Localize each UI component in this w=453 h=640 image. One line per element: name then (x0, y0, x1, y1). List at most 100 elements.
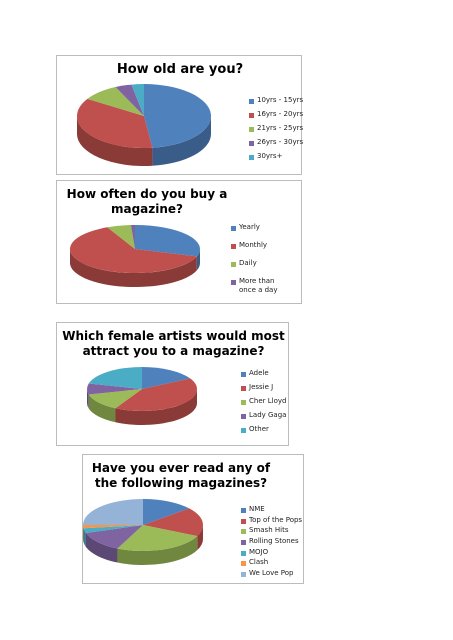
legend-item-clash: Clash (241, 558, 309, 569)
legend-swatch-jessie-j (241, 386, 246, 391)
legend-item-yearly: Yearly (231, 223, 287, 241)
legend-item-we-love-pop: We Love Pop (241, 569, 309, 580)
legend-swatch-cher-lloyd (241, 400, 246, 405)
legend-item-mojo: MOJO (241, 548, 309, 559)
legend-label-21yrs-25yrs: 21yrs - 25yrs (257, 124, 304, 132)
legend-swatch-lady-gaga (241, 414, 246, 419)
age-chart-panel: How old are you? 10yrs - 15yrs 16yrs - 20… (56, 55, 305, 175)
pie-1-slice-more-than-once-a-day (130, 225, 135, 249)
pie-2-slice-other (88, 367, 142, 389)
legend-item-rolling-stones: Rolling Stones (241, 537, 309, 548)
legend-swatch-10yrs-15yrs (249, 99, 254, 104)
pie-1-slice-monthly (70, 227, 197, 273)
legend-item-other: Other (241, 425, 297, 439)
purchase-frequency-pie-chart (70, 225, 200, 287)
legend-label-10yrs-15yrs: 10yrs - 15yrs (257, 96, 304, 104)
pie-0-slice-26yrs-30yrs (115, 84, 144, 116)
legend-label-30yrs: 30yrs+ (257, 152, 283, 160)
legend-swatch-mojo (241, 550, 246, 556)
pie-2-side-lady-gaga (87, 389, 89, 409)
legend-label-jessie-j: Jessie J (249, 383, 274, 391)
legend-item-more-than-once-a-day: More than once a day (231, 277, 287, 296)
legend-label-smash-hits: Smash Hits (249, 526, 289, 535)
pie-2-side-cher-lloyd (88, 394, 116, 423)
legend-label-monthly: Monthly (239, 241, 268, 249)
legend-swatch-yearly (231, 226, 236, 231)
pie-2-slice-jessie-j (115, 378, 197, 411)
legend-label-rolling-stones: Rolling Stones (249, 537, 299, 546)
legend-label-top-of-the-pops: Top of the Pops (249, 515, 303, 524)
pie-3-slice-we-love-pop (83, 499, 143, 525)
legend-swatch-top-of-the-pops (241, 518, 246, 524)
pie-2-slice-cher-lloyd (88, 389, 142, 409)
legend-label-clash: Clash (249, 558, 269, 567)
legend-item-lady-gaga: Lady Gaga (241, 411, 297, 425)
legend-label-we-love-pop: We Love Pop (249, 569, 294, 578)
legend-swatch-rolling-stones (241, 540, 246, 546)
age-pie-chart (76, 84, 212, 166)
legend-item-nme: NME (241, 505, 309, 516)
pie-0-slice-21yrs-25yrs (87, 87, 144, 116)
pie-3-side-rolling-stones (85, 533, 118, 563)
pie-1-side-monthly (70, 249, 197, 287)
pie-3-side-top-of-the-pops (197, 525, 203, 551)
age-chart-title: How old are you? (116, 62, 244, 77)
legend-swatch-26yrs-30yrs (249, 141, 254, 146)
purchase-frequency-chart-title: How often do you buy a magazine? (66, 187, 228, 216)
pie-3-side-mojo (83, 528, 86, 548)
legend-item-16yrs-20yrs: 16yrs - 20yrs (249, 110, 305, 124)
female-artists-chart-legend: Adele Jessie J Cher Lloyd Lady Gaga Other (241, 369, 297, 439)
legend-label-lady-gaga: Lady Gaga (249, 411, 287, 419)
legend-item-smash-hits: Smash Hits (241, 526, 309, 537)
legend-item-cher-lloyd: Cher Lloyd (241, 397, 297, 411)
pie-2-slice-adele (142, 367, 191, 389)
legend-swatch-21yrs-25yrs (249, 127, 254, 132)
legend-label-other: Other (249, 425, 269, 433)
legend-label-cher-lloyd: Cher Lloyd (249, 397, 287, 405)
pie-0-slice-10yrs-15yrs (144, 84, 212, 148)
legend-item-jessie-j: Jessie J (241, 383, 297, 397)
pie-1-slice-yearly (135, 225, 200, 257)
legend-swatch-16yrs-20yrs (249, 113, 254, 118)
legend-swatch-more-than-once-a-day (231, 280, 236, 285)
age-chart-legend: 10yrs - 15yrs 16yrs - 20yrs 21yrs - 25yrs 2… (249, 96, 305, 166)
pie-0-side-10yrs-15yrs (152, 116, 211, 166)
legend-swatch-clash (241, 561, 246, 567)
pie-3-slice-nme (143, 499, 190, 525)
purchase-frequency-chart-legend: Yearly Monthly Daily More than once a day (231, 223, 287, 296)
purchase-frequency-chart-panel: How often do you buy a magazine? Yearly M… (56, 180, 302, 304)
legend-swatch-adele (241, 372, 246, 377)
legend-label-mojo: MOJO (249, 547, 269, 556)
legend-item-21yrs-25yrs: 21yrs - 25yrs (249, 124, 305, 138)
pie-3-slice-smash-hits (117, 525, 198, 551)
legend-label-daily: Daily (239, 259, 257, 267)
legend-item-adele: Adele (241, 369, 297, 383)
female-artists-chart-panel: Which female artists would most attract … (56, 322, 289, 446)
legend-swatch-we-love-pop (241, 572, 246, 578)
legend-swatch-30yrs (249, 155, 254, 160)
pie-3-slice-mojo (83, 525, 143, 534)
legend-swatch-smash-hits (241, 529, 246, 535)
legend-item-top-of-the-pops: Top of the Pops (241, 516, 309, 527)
legend-item-daily: Daily (231, 259, 287, 277)
magazines-read-chart-panel: Have you ever read any of the following … (82, 454, 304, 584)
magazines-read-pie-chart (83, 499, 203, 565)
pie-3-slice-rolling-stones (85, 525, 143, 549)
pie-1-side-yearly (196, 249, 200, 271)
legend-item-10yrs-15yrs: 10yrs - 15yrs (249, 96, 305, 110)
pie-3-slice-clash (83, 525, 143, 529)
pie-2-side-jessie-j (115, 389, 197, 425)
pie-1-slice-daily (107, 225, 135, 249)
legend-item-monthly: Monthly (231, 241, 287, 259)
pie-0-slice-16yrs-20yrs (76, 98, 153, 148)
legend-swatch-nme (241, 508, 246, 513)
legend-swatch-monthly (231, 244, 236, 249)
legend-label-26yrs-30yrs: 26yrs - 30yrs (257, 138, 304, 146)
legend-label-adele: Adele (249, 369, 269, 377)
pie-3-slice-top-of-the-pops (143, 508, 203, 537)
pie-2-slice-lady-gaga (87, 383, 142, 395)
legend-item-30yrs: 30yrs+ (249, 152, 305, 166)
female-artists-chart-title: Which female artists would most attract … (62, 329, 285, 358)
legend-label-more-than-once-a-day: More than once a day (239, 277, 278, 295)
pie-0-side-16yrs-20yrs (77, 116, 153, 166)
